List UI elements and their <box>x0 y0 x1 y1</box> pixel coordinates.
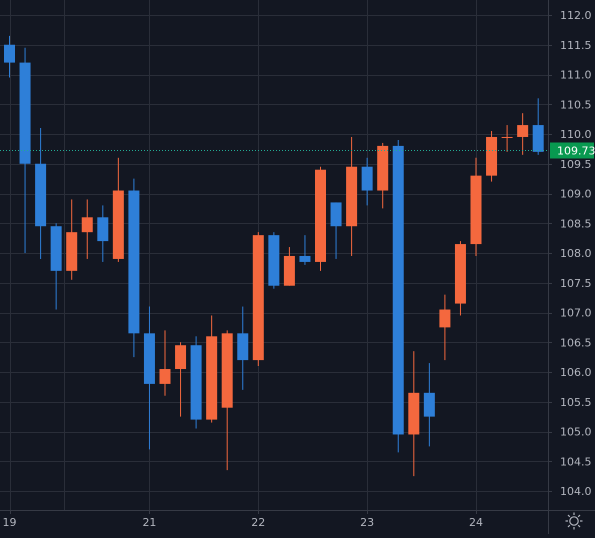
y-tick-label: 111.0 <box>560 69 592 82</box>
candle-body <box>361 166 373 191</box>
candle-body <box>377 145 389 191</box>
candle-body <box>81 217 93 233</box>
candle-body <box>486 136 498 176</box>
candle-body <box>408 392 420 435</box>
candle-body <box>346 166 358 227</box>
candle-body <box>268 235 280 286</box>
y-tick-label: 107.0 <box>560 307 592 320</box>
y-tick-label: 110.0 <box>560 128 592 141</box>
candle-body <box>501 136 513 138</box>
candle-body <box>50 226 62 271</box>
y-tick-label: 106.5 <box>560 336 592 349</box>
x-tick-label: 23 <box>360 516 374 529</box>
y-tick-label: 109.0 <box>560 188 592 201</box>
candle-body <box>19 62 31 164</box>
candle-body <box>4 44 15 63</box>
y-tick-label: 109.5 <box>560 158 592 171</box>
candle-body <box>35 163 47 227</box>
candle-body <box>299 255 311 262</box>
y-tick-label: 108.0 <box>560 247 592 260</box>
y-tick-label: 111.5 <box>560 39 592 52</box>
candle-body <box>454 244 466 304</box>
y-tick-label: 104.0 <box>560 485 592 498</box>
candle-body <box>283 255 295 286</box>
y-tick-label: 106.0 <box>560 366 592 379</box>
candle-body <box>97 217 109 242</box>
last-price-label: 109.73 <box>557 145 595 158</box>
candle-body <box>392 145 404 435</box>
candles <box>4 35 544 477</box>
candle-body <box>517 125 529 137</box>
y-tick-label: 112.0 <box>560 9 592 22</box>
candle-body <box>190 345 202 420</box>
candle-body <box>423 392 435 417</box>
candle-body <box>315 169 326 262</box>
x-tick-label: 22 <box>251 516 265 529</box>
candle-body <box>143 333 155 384</box>
y-tick-label: 105.5 <box>560 396 592 409</box>
y-tick-label: 105.0 <box>560 426 592 439</box>
candle-body <box>221 333 233 408</box>
candle-body <box>112 190 124 259</box>
last-price-label-layer: 109.73 <box>550 142 595 159</box>
candle-body <box>159 369 171 384</box>
candle-body <box>175 345 187 370</box>
y-tick-label: 107.5 <box>560 277 592 290</box>
x-tick-label: 21 <box>142 516 156 529</box>
candle-body <box>252 235 264 361</box>
x-tick-label: 24 <box>469 516 483 529</box>
y-axis: 104.0 104.5 105.0 105.5 106.0 106.5 107.0 107.5… <box>548 0 592 534</box>
x-axis: 19 21 22 23 24 <box>0 510 595 529</box>
x-tick-label: 19 <box>3 516 17 529</box>
gear-icon[interactable] <box>563 510 585 532</box>
candle-body <box>330 202 342 227</box>
candle-body <box>128 190 140 334</box>
candle-body <box>439 309 451 328</box>
y-tick-label: 104.5 <box>560 455 592 468</box>
candle-body <box>470 175 482 245</box>
y-tick-label: 108.5 <box>560 217 592 230</box>
y-tick-label: 110.5 <box>560 98 592 111</box>
candle-body <box>237 333 249 361</box>
last-price-label-bg <box>550 142 594 159</box>
candle-body <box>206 336 218 420</box>
candle-body <box>66 232 78 271</box>
candle-body <box>532 125 544 152</box>
